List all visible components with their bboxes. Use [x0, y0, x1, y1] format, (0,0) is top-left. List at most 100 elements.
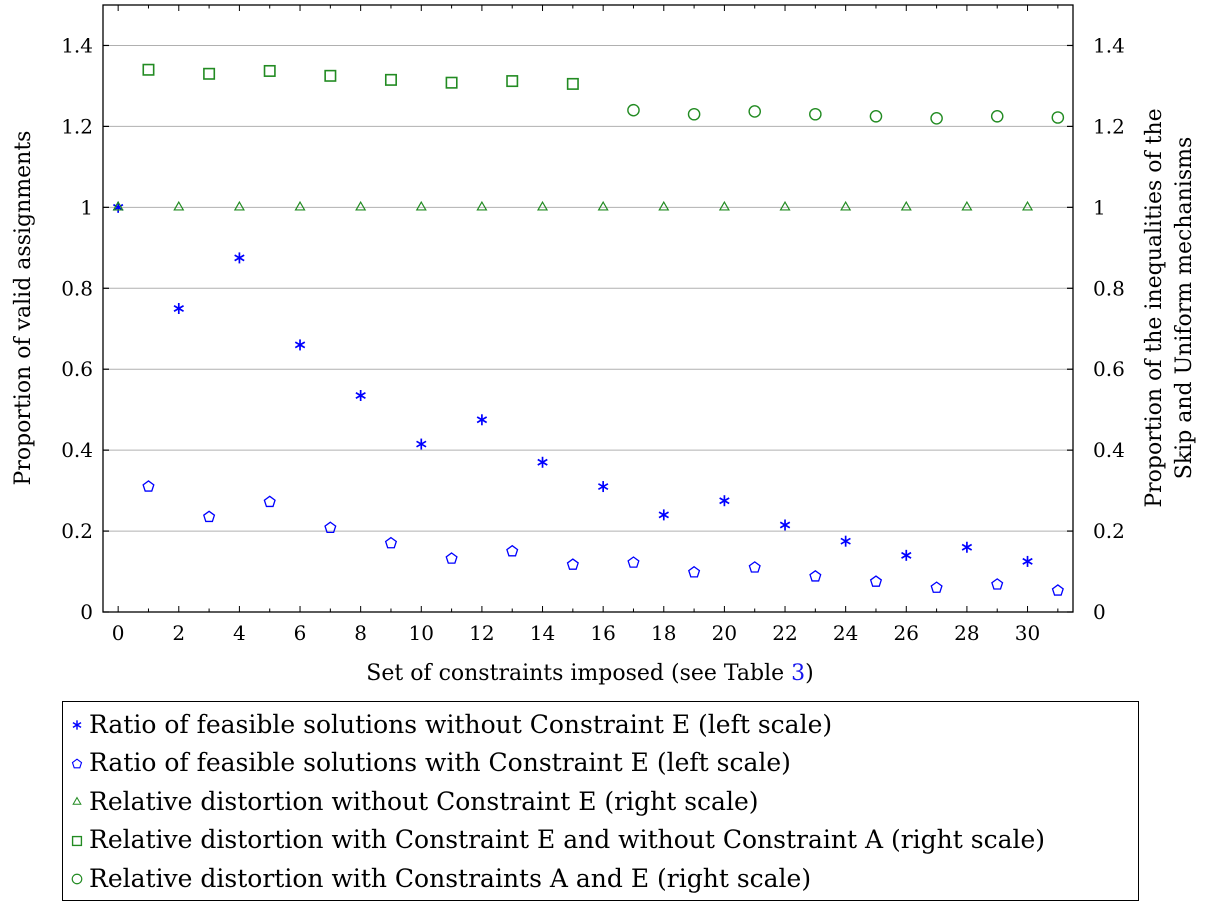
triangle-point [597, 200, 609, 211]
pentagon-point [1051, 584, 1064, 596]
triangle-point [355, 200, 367, 211]
legend-label: Ratio of feasible solutions with Constra… [89, 748, 791, 778]
data-marks [112, 63, 1065, 596]
legend-label: Ratio of feasible solutions without Cons… [89, 709, 833, 739]
asterisk-point [112, 201, 124, 213]
x-tick-label: 18 [651, 621, 676, 645]
triangle-point [900, 200, 912, 211]
x-tick-label: 24 [833, 621, 858, 645]
circle-point [627, 103, 640, 117]
legend-item: Relative distortion with Constraints A a… [69, 859, 1138, 898]
pentagon-point [748, 561, 761, 573]
legend-label: Relative distortion with Constraints A a… [89, 863, 812, 893]
x-axis-title: Set of constraints imposed (see Table 3) [366, 661, 813, 686]
x-tick-label: 0 [112, 621, 125, 645]
square-point [142, 63, 155, 76]
y-axis-title-right-line2: Skip and Uniform mechanisms [1172, 137, 1197, 480]
pentagon-point [445, 552, 458, 564]
asterisk-point [901, 549, 912, 561]
asterisk-stroke [901, 551, 912, 559]
circle-point [71, 873, 83, 885]
asterisk-point [1022, 555, 1033, 567]
triangle-point [840, 200, 852, 211]
asterisk-stroke [719, 497, 730, 505]
y-tick-label-right: 0 [1093, 600, 1106, 624]
pentagon-point [71, 758, 83, 769]
triangle-point [233, 200, 245, 211]
y-tick-label-left: 0.6 [61, 357, 93, 381]
asterisk-stroke [658, 511, 669, 519]
square-point [203, 67, 216, 80]
legend-item: Ratio of feasible solutions with Constra… [69, 744, 1138, 783]
circle-marker-icon [71, 873, 83, 885]
pentagon-point [324, 521, 337, 534]
asterisk-point [840, 535, 851, 547]
asterisk-stroke [537, 458, 548, 466]
circle-point [1051, 111, 1065, 124]
pentagon-point [506, 544, 519, 557]
y-tick-label-left: 1.2 [61, 114, 93, 138]
triangle-point [173, 200, 185, 211]
asterisk-stroke [173, 305, 184, 312]
y-tick-label-left: 0.4 [61, 438, 93, 462]
asterisk-stroke [112, 203, 124, 211]
triangle-point [476, 200, 488, 211]
asterisk-point [416, 438, 427, 450]
legend-item: Relative distortion without Constraint E… [69, 782, 1138, 821]
asterisk-stroke [355, 392, 366, 399]
legend-label: Relative distortion with Constraint E an… [89, 825, 1046, 855]
triangle-point [72, 796, 82, 805]
asterisk-point [173, 303, 184, 314]
y-tick-label-right: 1.4 [1093, 33, 1125, 57]
legend-item: Relative distortion with Constraint E an… [69, 821, 1138, 860]
x-tick-label: 6 [294, 621, 307, 645]
triangle-marker-icon [72, 796, 82, 805]
pentagon-point [869, 575, 883, 587]
pentagon-point [263, 495, 276, 508]
asterisk-stroke [597, 483, 609, 491]
asterisk-point [658, 509, 669, 521]
x-tick-label: 8 [354, 621, 367, 645]
y-tick-label-right: 1 [1093, 195, 1106, 219]
asterisk-point [476, 414, 488, 426]
y-tick-label-right: 0.2 [1093, 519, 1125, 543]
x-tick-label: 28 [954, 621, 979, 645]
x-tick-label: 10 [409, 621, 434, 645]
asterisk-stroke [840, 537, 851, 545]
pentagon-point [203, 510, 216, 523]
asterisk-stroke [779, 521, 791, 529]
square-point [263, 64, 276, 77]
legend-asterisk [72, 720, 82, 730]
y-tick-label-right: 0.8 [1093, 276, 1125, 300]
x-tick-label: 30 [1015, 621, 1040, 645]
square-point [506, 75, 519, 88]
y-tick-label-left: 1 [80, 195, 93, 219]
circle-point [687, 107, 701, 121]
x-tick-label: 26 [894, 621, 919, 645]
legend: Ratio of feasible solutions without Cons… [62, 701, 1139, 901]
square-point [71, 835, 83, 846]
asterisk-point [355, 390, 366, 402]
pentagon-point [930, 581, 943, 593]
pentagon-point [627, 556, 640, 568]
x-tick-label: 14 [530, 621, 555, 645]
triangle-point [658, 200, 670, 211]
legend-square [71, 835, 83, 846]
asterisk-stroke [234, 254, 245, 262]
triangle-point [1021, 200, 1034, 211]
asterisk-point [961, 541, 973, 553]
y-tick-label-left: 1.4 [61, 33, 93, 57]
square-point [566, 77, 579, 90]
asterisk-point [537, 456, 548, 468]
pentagon-point [566, 558, 579, 570]
legend-triangle [72, 796, 82, 805]
triangle-point [294, 200, 306, 211]
x-tick-label: 22 [772, 621, 797, 645]
asterisk-point [294, 339, 306, 351]
triangle-point [112, 200, 124, 211]
table-reference-link[interactable]: 3 [791, 661, 805, 686]
circle-point [809, 107, 822, 121]
asterisk-point [779, 519, 791, 531]
y-tick-label-right: 0.6 [1093, 357, 1125, 381]
triangle-point [415, 200, 427, 211]
